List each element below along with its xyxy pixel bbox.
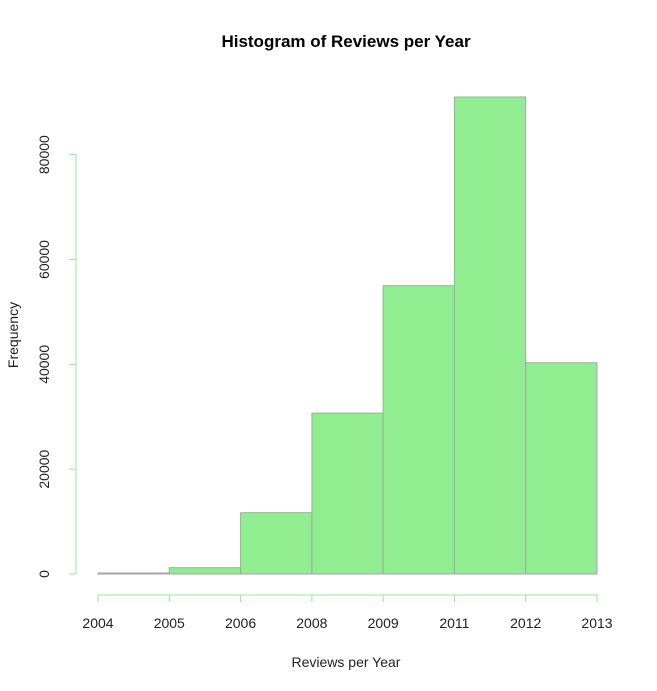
histogram-bar: [240, 512, 313, 575]
x-tick-label: 2006: [225, 615, 256, 631]
y-tick-label: 0: [36, 570, 52, 578]
x-tick-label: 2009: [368, 615, 399, 631]
histogram-bar: [382, 285, 455, 575]
x-tick-label: 2011: [439, 615, 469, 631]
y-tick-label: 40000: [36, 345, 52, 384]
x-axis-title: Reviews per Year: [292, 654, 401, 670]
histogram-bar: [168, 567, 242, 575]
y-axis-ticks: 0 20000 40000 60000 80000: [36, 135, 76, 578]
x-tick-label: 2005: [154, 615, 185, 631]
histogram-bar: [97, 572, 170, 575]
x-tick-label: 2008: [296, 615, 327, 631]
histogram-bar: [311, 412, 384, 575]
x-axis-ticks: 2004 2005 2006 2008 2009 2011 2012 2013: [82, 595, 613, 631]
x-tick-label: 2004: [82, 615, 113, 631]
chart-title: Histogram of Reviews per Year: [221, 32, 471, 51]
x-tick-label: 2013: [581, 615, 612, 631]
y-axis-title: Frequency: [5, 302, 21, 368]
y-tick-label: 80000: [36, 135, 52, 174]
x-tick-label: 2012: [510, 615, 541, 631]
y-tick-label: 60000: [36, 240, 52, 279]
histogram-bar: [525, 362, 598, 575]
bar-group: [97, 96, 598, 575]
histogram-bar: [453, 96, 527, 575]
y-tick-label: 20000: [36, 449, 52, 488]
